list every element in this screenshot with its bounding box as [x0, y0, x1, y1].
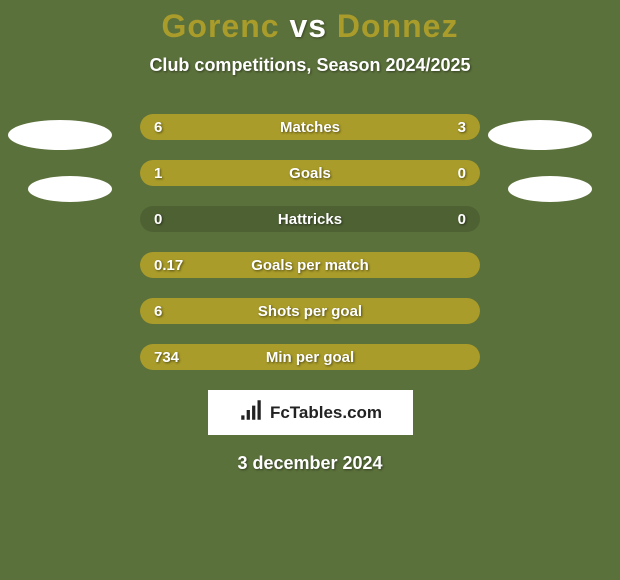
fctables-logo: FcTables.com	[208, 390, 413, 435]
avatar-placeholder	[8, 120, 112, 150]
stat-bar-left	[140, 344, 480, 370]
stat-row: Shots per goal6	[140, 298, 480, 324]
date-label: 3 december 2024	[0, 453, 620, 474]
player1-name: Gorenc	[162, 8, 280, 44]
stat-bar-left	[140, 114, 367, 140]
stat-row: Goals10	[140, 160, 480, 186]
stat-row: Goals per match0.17	[140, 252, 480, 278]
stat-row: Hattricks0 0	[140, 206, 480, 232]
chart-icon	[238, 397, 264, 428]
stat-bar-left	[140, 298, 480, 324]
stat-label: Hattricks	[140, 206, 480, 232]
logo-text: FcTables.com	[270, 403, 382, 423]
stat-bars: Matches63 Goals10 Hattricks0 0 Goals per mat…	[140, 114, 480, 370]
avatar-placeholder	[28, 176, 112, 202]
stat-bar-right	[367, 114, 480, 140]
avatar-placeholder	[508, 176, 592, 202]
stat-value-left: 0	[154, 206, 162, 232]
stat-bar-right	[402, 160, 480, 186]
player2-name: Donnez	[337, 8, 459, 44]
comparison-card: Gorenc vs Donnez Club competitions, Seas…	[0, 0, 620, 580]
stat-bar-left	[140, 160, 402, 186]
stat-row: Matches63	[140, 114, 480, 140]
vs-label: vs	[289, 8, 327, 44]
stat-value-right: 0	[458, 206, 466, 232]
subtitle: Club competitions, Season 2024/2025	[0, 55, 620, 76]
avatar-placeholder	[488, 120, 592, 150]
stat-row: Min per goal734	[140, 344, 480, 370]
stat-bar-left	[140, 252, 480, 278]
page-title: Gorenc vs Donnez	[0, 8, 620, 45]
